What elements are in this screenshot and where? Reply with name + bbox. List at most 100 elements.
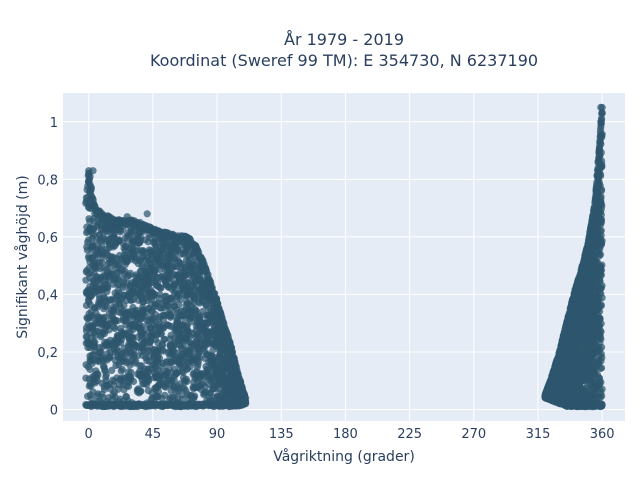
data-point <box>116 324 125 332</box>
data-point <box>203 369 211 377</box>
data-point <box>122 393 130 401</box>
data-point <box>100 293 108 301</box>
data-point <box>186 363 194 371</box>
data-point <box>136 362 144 370</box>
data-point <box>129 244 137 252</box>
data-point <box>192 340 200 348</box>
data-point <box>137 387 145 395</box>
data-point <box>116 228 124 236</box>
data-point <box>141 267 149 275</box>
data-point <box>207 357 215 365</box>
data-point <box>167 350 175 358</box>
data-point <box>157 370 165 378</box>
data-point <box>159 248 167 256</box>
data-point <box>114 335 122 343</box>
data-point <box>152 383 160 392</box>
data-point <box>186 263 195 271</box>
data-point <box>585 291 593 300</box>
data-point <box>96 231 104 239</box>
data-point <box>127 288 135 297</box>
data-point <box>594 327 603 335</box>
data-point <box>208 385 216 393</box>
data-point <box>114 385 122 393</box>
data-point <box>201 388 209 397</box>
data-point <box>176 327 184 335</box>
data-point <box>124 328 133 336</box>
data-point <box>108 366 116 374</box>
data-point <box>138 322 146 330</box>
data-point <box>100 223 109 231</box>
data-point <box>205 311 213 319</box>
data-point <box>575 384 583 392</box>
data-point <box>195 375 203 383</box>
data-point <box>102 341 110 349</box>
data-point <box>88 359 96 367</box>
data-point <box>98 300 106 308</box>
data-point <box>115 260 123 268</box>
data-point <box>98 249 106 257</box>
data-point <box>158 342 166 350</box>
data-point <box>574 330 582 338</box>
data-point <box>82 333 90 341</box>
data-point <box>87 308 95 316</box>
data-point <box>577 366 585 375</box>
data-point <box>187 307 196 315</box>
data-point <box>196 270 204 278</box>
data-point <box>171 287 179 295</box>
data-point <box>133 310 141 318</box>
data-point <box>158 272 166 280</box>
data-point <box>188 351 196 359</box>
data-point <box>574 350 582 358</box>
data-point <box>141 256 149 264</box>
data-point <box>104 394 112 402</box>
data-point <box>224 377 232 385</box>
data-point <box>100 281 108 290</box>
data-point <box>102 322 110 330</box>
data-point <box>82 327 91 335</box>
data-point <box>151 300 159 308</box>
data-point <box>123 349 132 357</box>
data-point <box>188 268 196 276</box>
data-point <box>132 279 140 288</box>
data-point <box>111 324 119 333</box>
data-point <box>186 338 194 347</box>
data-point <box>82 374 90 382</box>
data-point <box>144 238 152 246</box>
data-point <box>95 349 103 357</box>
data-point <box>587 383 595 391</box>
data-point <box>89 242 97 250</box>
data-point <box>85 291 93 299</box>
data-point <box>103 271 111 279</box>
data-point <box>163 321 171 329</box>
data-point <box>578 336 587 344</box>
data-point <box>156 265 164 274</box>
data-point <box>124 382 133 391</box>
data-point <box>141 249 150 257</box>
data-point <box>155 283 163 291</box>
data-point <box>580 391 588 399</box>
data-point <box>190 393 198 401</box>
data-point <box>163 311 171 319</box>
data-point <box>116 251 124 260</box>
data-point <box>89 322 97 330</box>
data-point <box>88 254 96 262</box>
data-point <box>202 362 210 371</box>
data-point <box>574 320 582 328</box>
data-point <box>110 315 118 323</box>
data-point <box>155 294 163 302</box>
data-point <box>149 314 157 322</box>
data-point <box>84 238 92 246</box>
data-point <box>115 289 123 297</box>
data-point <box>148 389 156 397</box>
data-point <box>213 370 221 378</box>
data-point <box>583 345 591 353</box>
data-point <box>84 392 92 400</box>
data-point <box>179 342 187 350</box>
data-point <box>597 262 605 270</box>
data-point <box>596 393 605 401</box>
data-point <box>203 351 211 359</box>
data-point <box>597 270 605 278</box>
data-point <box>218 376 226 384</box>
data-point <box>99 264 107 272</box>
